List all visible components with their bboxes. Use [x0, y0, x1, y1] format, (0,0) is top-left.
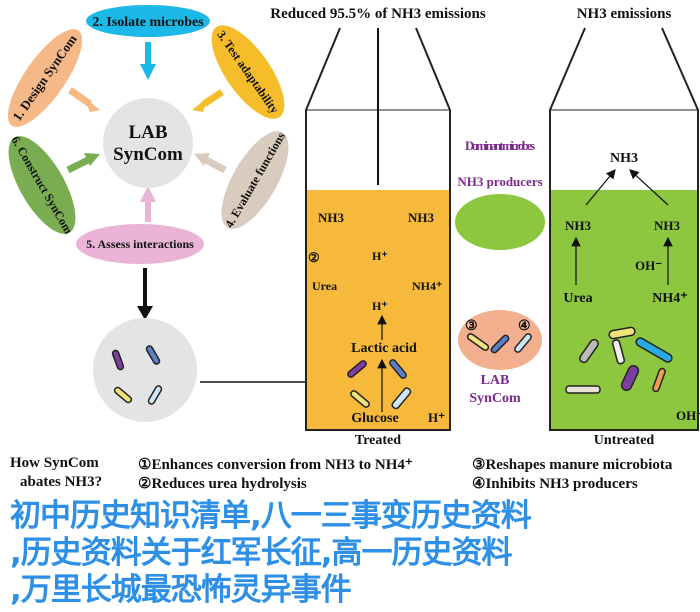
caption-item-4: ④Inhibits NH3 producers: [472, 476, 638, 492]
nh3-label: NH3: [565, 218, 592, 233]
caption-question-1: How SynCom: [10, 455, 99, 471]
untreated-title: NH3 emissions: [577, 6, 672, 22]
nh3-label: NH3: [318, 210, 345, 225]
overlay-text-line-3: ,万里长城最恐怖灵异事件: [10, 572, 352, 608]
step-2-ellipse: [86, 5, 210, 37]
oh-label: OH⁻: [676, 408, 700, 423]
urea-label: Urea: [563, 291, 592, 306]
nh3-label: NH3: [610, 151, 638, 166]
step-3-ellipse: [211, 25, 285, 119]
treated-title: Reduced 95.5% of NH3 emissions: [270, 6, 486, 22]
step-6-ellipse: [8, 136, 76, 234]
center-label-2: SynCom: [113, 144, 183, 165]
step-4-ellipse: [221, 131, 289, 229]
untreated-tank: NH3 emissions NH3 NH3 NH3 OH⁻ Urea NH4⁺ …: [549, 6, 700, 448]
urea-label: Urea: [312, 279, 337, 293]
step-5-label: 5. Assess interactions: [86, 237, 194, 251]
untreated-label: Untreated: [594, 433, 655, 448]
overlay-text-band: 初中历史知识清单,八一三事变历史资料 ,历史资料关于红军长征,高一历史资料 ,万…: [0, 500, 700, 611]
h-plus-label: H⁺: [372, 249, 388, 263]
cycle: 2. Isolate microbes 1. Design SynCom 3. …: [7, 5, 332, 422]
circled-2: ②: [308, 250, 320, 265]
caption-item-3: ③Reshapes manure microbiota: [472, 457, 673, 473]
syncom-label: SynCom: [469, 391, 521, 406]
oh-label: OH⁻: [635, 258, 662, 273]
step-2-label: 2. Isolate microbes: [92, 15, 204, 30]
nh3-label: NH3: [408, 210, 435, 225]
nh3-producers-ellipse: [455, 194, 545, 250]
glucose-label: Glucose: [351, 411, 398, 426]
h-plus-label: H⁺: [372, 299, 388, 313]
treated-tank: NH3 NH3 ② H⁺ Urea NH4⁺ H⁺ Lactic acid Gl…: [270, 6, 486, 448]
middle-panel: Dominant microbes NH3 producers ③ ④ LAB …: [455, 138, 545, 406]
dominant-microbes-label: Dominant microbes: [465, 138, 535, 153]
treated-label: Treated: [355, 433, 401, 448]
step-1-ellipse: [7, 29, 83, 127]
center-label-1: LAB: [128, 122, 167, 143]
nh4-label: NH4⁺: [412, 279, 442, 293]
lab-label: LAB: [481, 373, 510, 388]
nh3-producers-label: NH3 producers: [457, 174, 542, 189]
overlay-text-line-2: ,历史资料关于红军长征,高一历史资料: [10, 535, 513, 571]
h-plus-label: H⁺: [428, 410, 445, 425]
lab-syncom-circle: [103, 98, 193, 188]
step-5-ellipse: [76, 224, 204, 264]
caption-question-2: abates NH3?: [20, 474, 103, 490]
diagram-svg: 2. Isolate microbes 1. Design SynCom 3. …: [7, 5, 700, 448]
circled-4: ④: [518, 319, 531, 334]
syncom-culture-circle: [93, 318, 197, 422]
lactic-acid-label: Lactic acid: [351, 341, 417, 356]
nh4-label: NH4⁺: [652, 291, 687, 306]
bacteria-icon: [111, 345, 163, 405]
step-1-label: 1. Design SynCom: [9, 32, 80, 124]
caption-item-1: ①Enhances conversion from NH3 to NH4⁺: [138, 457, 413, 473]
overlay-text-line-1: 初中历史知识清单,八一三事变历史资料: [10, 498, 532, 534]
circled-3: ③: [465, 319, 478, 334]
caption-item-2: ②Reduces urea hydrolysis: [138, 476, 307, 492]
nh3-label: NH3: [654, 218, 681, 233]
